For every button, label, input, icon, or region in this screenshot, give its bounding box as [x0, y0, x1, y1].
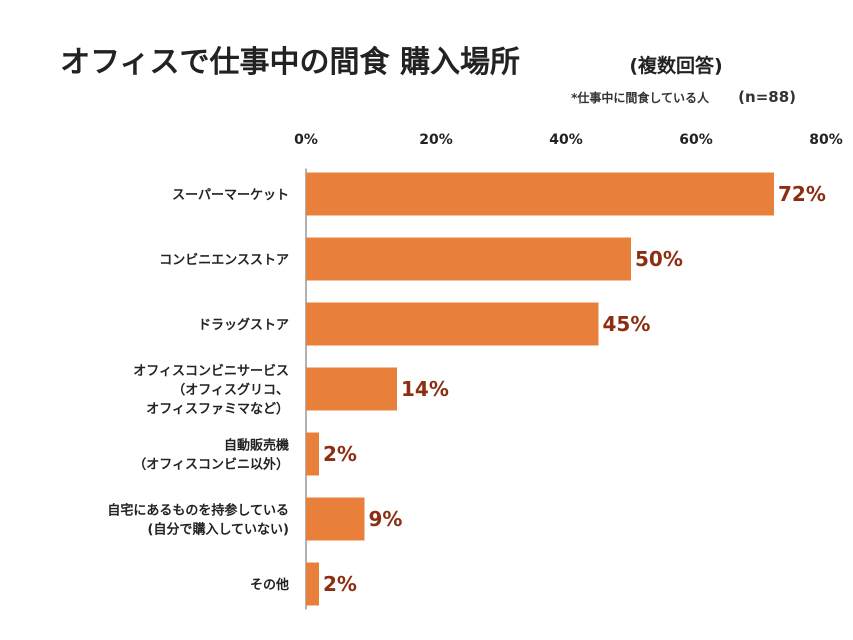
- category-label: その他: [250, 577, 289, 593]
- bars: 72% スーパーマーケット 50% コンビニエンスストア 45% ドラッグストア 14% オフ…: [107, 172, 826, 606]
- bar: [306, 302, 599, 346]
- category-label: コンビニエンスストア: [159, 252, 289, 268]
- bar: [306, 497, 365, 541]
- category-label: (自分で購入していない): [148, 522, 290, 538]
- bar-value-label: 9%: [369, 507, 403, 531]
- bar: [306, 237, 631, 281]
- bar-value-label: 45%: [603, 312, 651, 336]
- category-label: オフィスコンビニサービス: [133, 363, 289, 379]
- bar: [306, 367, 397, 411]
- bar-value-label: 50%: [635, 247, 683, 271]
- category-label: スーパーマーケット: [172, 188, 289, 203]
- x-tick-label: 20%: [419, 132, 453, 148]
- x-tick-label: 60%: [679, 132, 713, 148]
- category-label: オフィスファミマなど）: [146, 401, 289, 417]
- chart-subtitle: (複数回答): [629, 54, 722, 77]
- chart-title: オフィスで仕事中の間食 購入場所: [60, 45, 520, 80]
- category-label: 自動販売機: [224, 438, 289, 454]
- x-tick-label: 0%: [294, 132, 318, 148]
- bar: [306, 172, 774, 216]
- bar: [306, 562, 319, 606]
- bar-value-label: 2%: [323, 572, 357, 596]
- sample-size: (n=88): [738, 88, 796, 106]
- x-tick-label: 40%: [549, 132, 583, 148]
- category-label: （オフィスグリコ、: [172, 382, 289, 398]
- x-tick-label: 80%: [809, 132, 843, 148]
- bar: [306, 432, 319, 476]
- bar-value-label: 14%: [401, 377, 449, 401]
- category-label: ドラッグストア: [198, 317, 289, 333]
- bar-value-label: 2%: [323, 442, 357, 466]
- chart-note: *仕事中に間食している人: [571, 90, 710, 105]
- x-axis-ticks: 0% 20% 40% 60% 80%: [294, 132, 843, 148]
- category-label: （オフィスコンビニ以外）: [133, 457, 289, 473]
- bar-value-label: 72%: [778, 182, 826, 206]
- category-label: 自宅にあるものを持参している: [107, 503, 289, 519]
